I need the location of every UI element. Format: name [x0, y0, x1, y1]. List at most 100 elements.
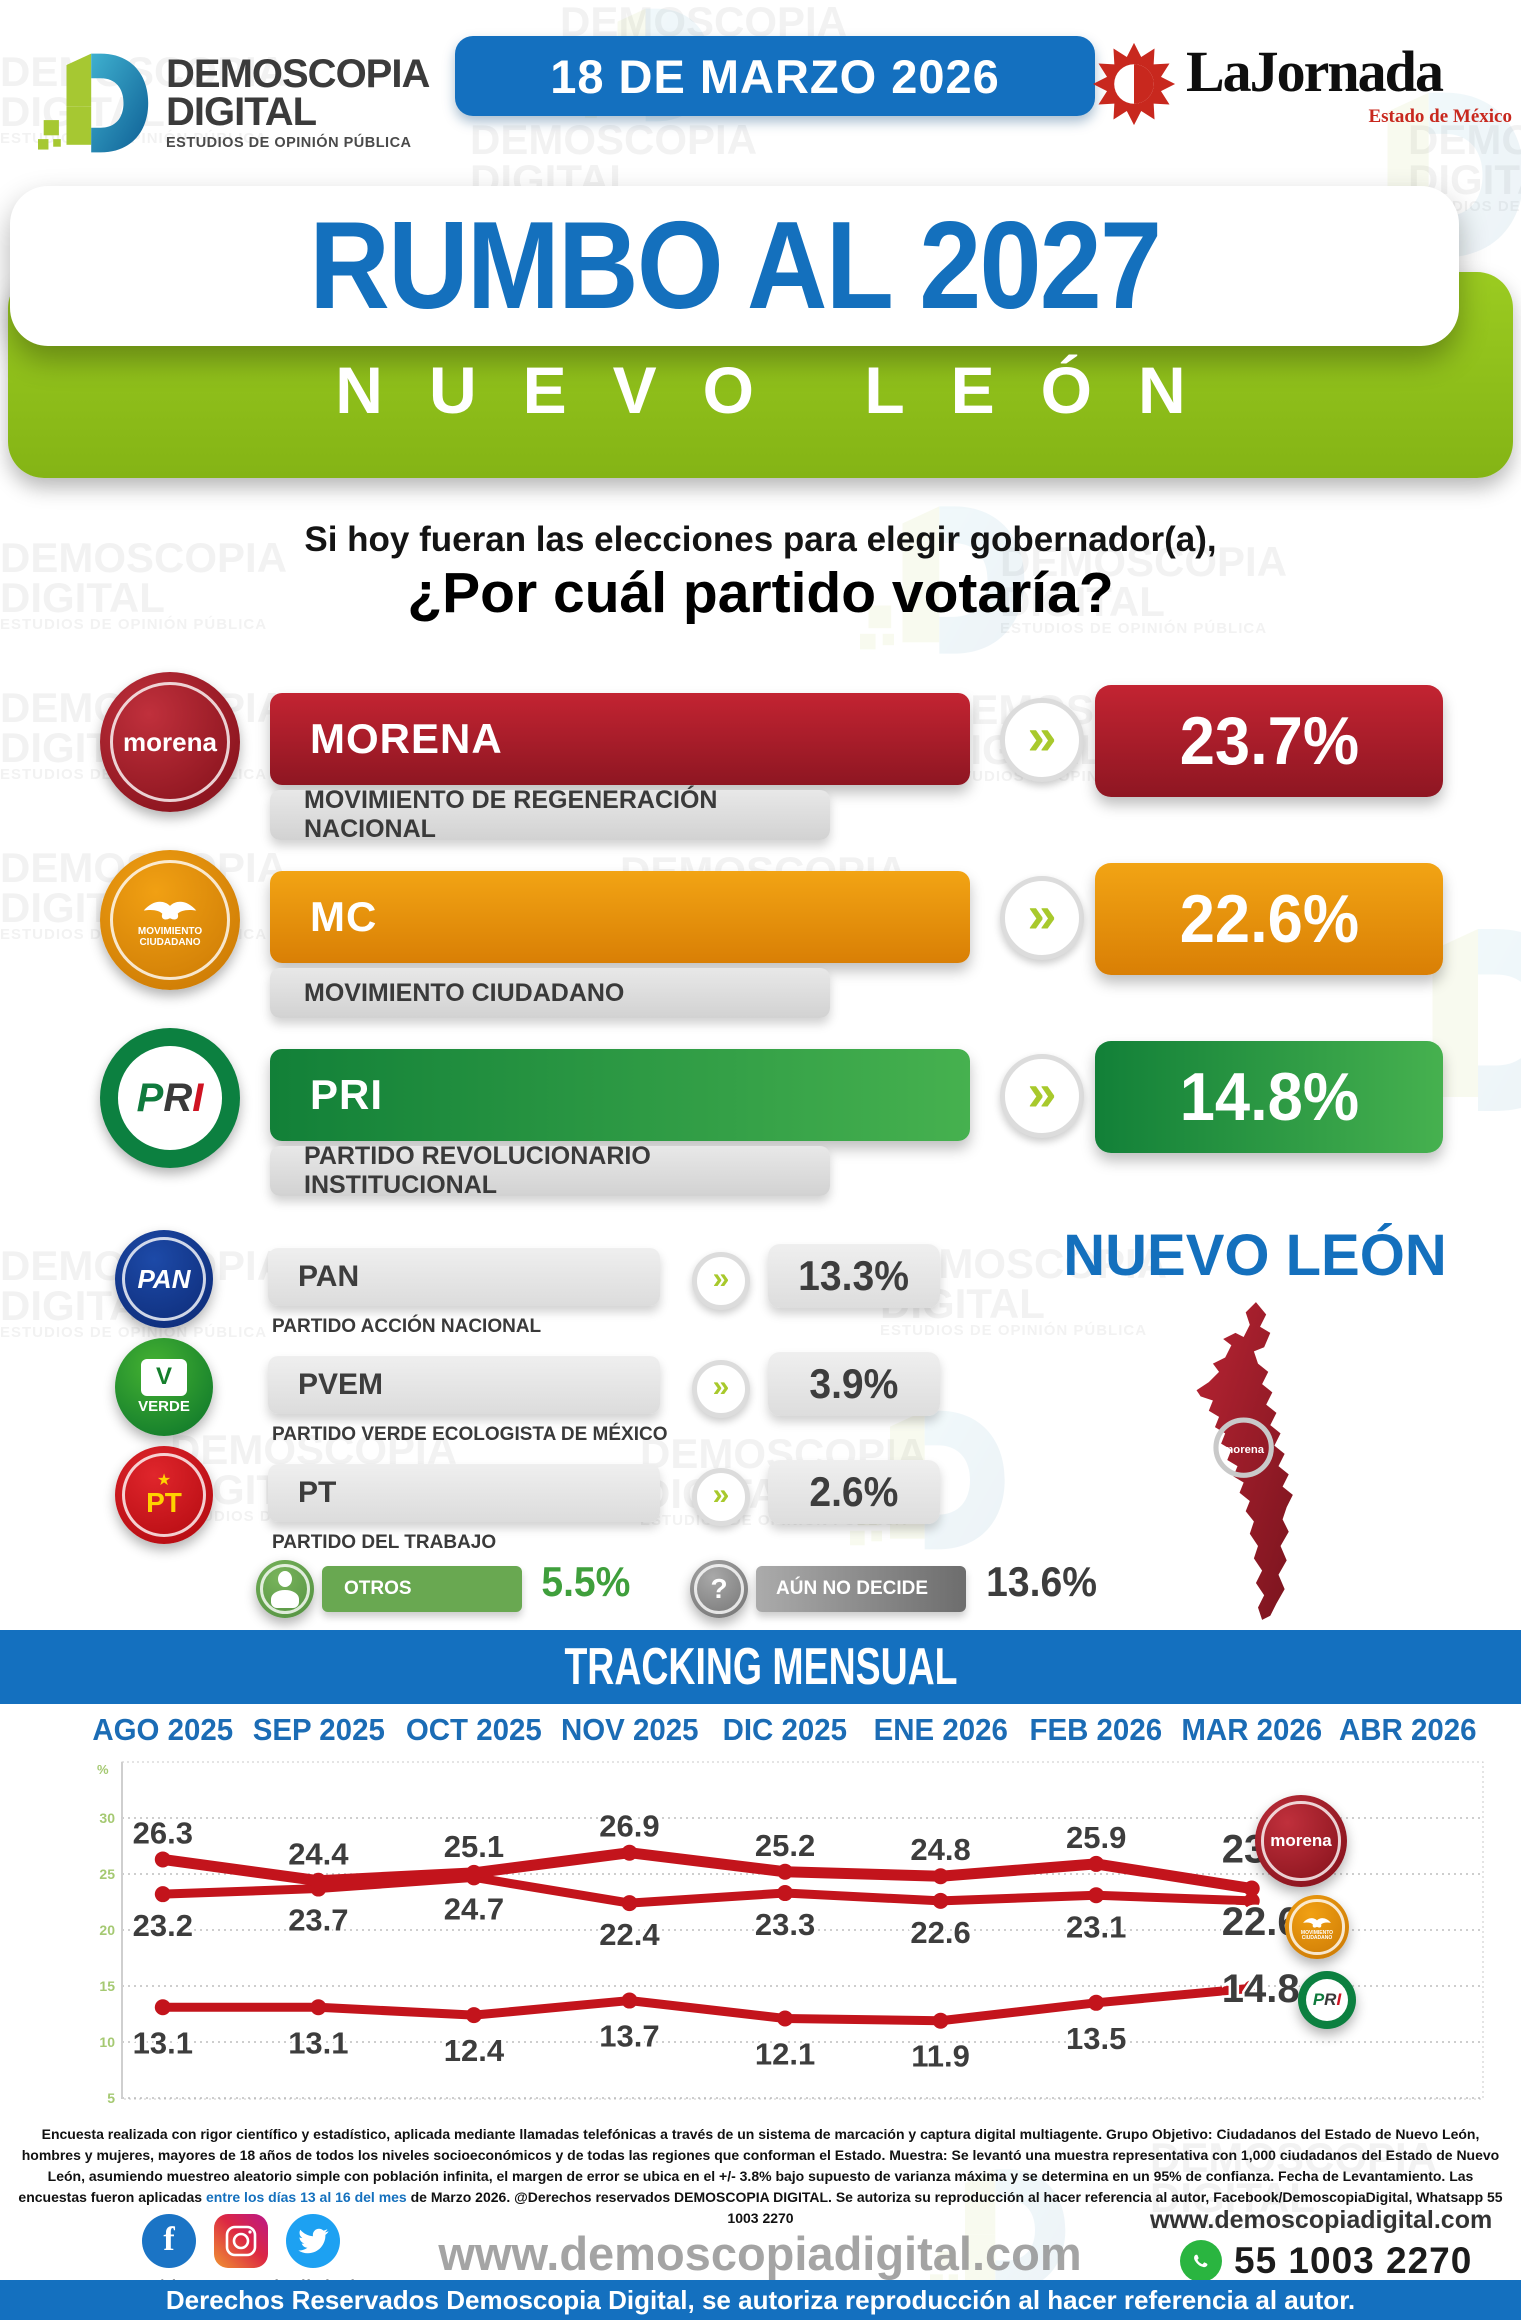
date-badge-text: 18 DE MARZO 2026 — [550, 49, 1000, 103]
pvem-logo-icon: V VERDE — [115, 1338, 213, 1436]
month-label: ENE 2026 — [873, 1712, 1008, 1747]
svg-text:13.1: 13.1 — [133, 2025, 193, 2060]
brand-name: DEMOSCOPIA — [166, 52, 430, 96]
svg-text:13.1: 13.1 — [288, 2025, 348, 2060]
mc-result-box: 22.6% — [1095, 863, 1443, 975]
twitter-icon[interactable] — [286, 2214, 340, 2268]
lajornada-sun-icon — [1092, 42, 1176, 126]
month-label: ABR 2026 — [1338, 1712, 1477, 1747]
svg-text:22.4: 22.4 — [599, 1917, 660, 1952]
website-link[interactable]: www.demoscopiadigital.com — [1150, 2206, 1493, 2234]
svg-text:26.3: 26.3 — [133, 1815, 193, 1850]
mc-bar-label: MC — [310, 893, 378, 940]
month-label: DIC 2025 — [722, 1712, 848, 1747]
undecided-bar: AÚN NO DECIDE — [756, 1566, 966, 1612]
brand-logo-block: DEMOSCOPIA DIGITAL ESTUDIOS DE OPINIÓN P… — [38, 46, 430, 160]
party-row-pri: PRI PRI PARTIDO REVOLUCIONARIO INSTITUCI… — [0, 1016, 1521, 1206]
date-badge: 18 DE MARZO 2026 — [455, 36, 1095, 116]
morena-fullname-bar: MOVIMIENTO DE REGENERACIÓN NACIONAL — [270, 786, 830, 843]
svg-text:24.8: 24.8 — [910, 1832, 970, 1867]
methodology-fine-print: Encuesta realizada con rigor científico … — [12, 2124, 1509, 2229]
pt-fullname: PARTIDO DEL TRABAJO — [272, 1532, 497, 1553]
svg-text:5: 5 — [107, 2090, 115, 2106]
facebook-icon[interactable]: f — [142, 2214, 196, 2268]
month-label: OCT 2025 — [405, 1712, 542, 1747]
morena-bar: MORENA — [270, 693, 970, 785]
mc-fullname-bar: MOVIMIENTO CIUDADANO — [270, 968, 830, 1018]
mc-logo-icon: MOVIMIENTO CIUDADANO — [100, 850, 240, 990]
chevron-icon: » — [692, 1360, 750, 1418]
instagram-icon[interactable] — [214, 2214, 268, 2268]
pvem-bar: PVEM — [268, 1356, 660, 1414]
svg-text:22.6: 22.6 — [910, 1915, 970, 1950]
svg-text:23.7: 23.7 — [288, 1903, 348, 1938]
question-line1: Si hoy fueran las elecciones para elegir… — [304, 520, 1217, 559]
fine-print-segment: de Marzo 2026. @Derechos reservados DEMO… — [406, 2189, 1503, 2226]
fine-print-segment: entre los días 13 al 16 del mes — [205, 2189, 407, 2205]
rights-bar: Derechos Reservados Demoscopia Digital, … — [0, 2280, 1521, 2320]
svg-text:25.9: 25.9 — [1066, 1820, 1126, 1855]
svg-text:24.4: 24.4 — [288, 1837, 349, 1872]
party-row-pvem: V VERDE PVEM PARTIDO VERDE ECOLOGISTA DE… — [0, 1336, 1521, 1446]
svg-text:14.8: 14.8 — [1222, 1967, 1300, 2011]
brand-tagline: ESTUDIOS DE OPINIÓN PÚBLICA — [166, 135, 412, 151]
whatsapp-icon[interactable] — [1180, 2240, 1222, 2282]
pan-fullname: PARTIDO ACCIÓN NACIONAL — [272, 1316, 542, 1337]
chevron-icon: » — [692, 1468, 750, 1526]
party-row-pan: PAN PAN PARTIDO ACCIÓN NACIONAL » 13.3% — [0, 1228, 1521, 1338]
lajornada-region: Estado de México — [1368, 106, 1512, 127]
pri-fullname-bar: PARTIDO REVOLUCIONARIO INSTITUCIONAL — [270, 1142, 830, 1199]
pvem-fullname: PARTIDO VERDE ECOLOGISTA DE MÉXICO — [272, 1424, 668, 1445]
party-row-morena: morena MORENA MOVIMIENTO DE REGENERACIÓN… — [0, 660, 1521, 850]
svg-text:30: 30 — [99, 1810, 115, 1826]
month-label: MAR 2026 — [1181, 1712, 1323, 1747]
chevron-icon: » — [1000, 876, 1084, 960]
pri-result-box: 14.8% — [1095, 1041, 1443, 1153]
pan-bar: PAN — [268, 1248, 660, 1306]
state-title: NUEVO LEÓN — [335, 353, 1232, 427]
svg-text:25.2: 25.2 — [755, 1828, 815, 1863]
month-label: FEB 2026 — [1029, 1712, 1163, 1747]
pri-series-badge: PRI — [1298, 1971, 1356, 2029]
morena-series-badge: morena — [1255, 1795, 1347, 1887]
tracking-header-band: TRACKING MENSUAL — [0, 1630, 1521, 1704]
brand-text: DEMOSCOPIA DIGITAL ESTUDIOS DE OPINIÓN P… — [166, 52, 430, 151]
whatsapp-contact[interactable]: 55 1003 2270 — [1180, 2240, 1472, 2282]
map-title: NUEVO LEÓN — [1063, 1223, 1447, 1288]
lajornada-name: LaJornada — [1186, 39, 1444, 104]
svg-text:24.7: 24.7 — [444, 1891, 504, 1926]
svg-text:23.3: 23.3 — [755, 1907, 815, 1942]
website-watermark: www.demoscopiadigital.com — [438, 2227, 1082, 2280]
chevron-icon: » — [1000, 1054, 1084, 1138]
chevron-icon: » — [1000, 698, 1084, 782]
month-label: NOV 2025 — [560, 1712, 699, 1747]
svg-text:%: % — [97, 1762, 109, 1777]
whatsapp-number[interactable]: 55 1003 2270 — [1234, 2240, 1473, 2281]
pri-result-value: 14.8% — [1179, 1059, 1359, 1135]
svg-text:20: 20 — [99, 1922, 115, 1938]
pan-logo-icon: PAN — [115, 1230, 213, 1328]
pan-result-box: 13.3% — [768, 1244, 940, 1308]
mc-series-badge: MOVIMIENTO CIUDADANO — [1285, 1895, 1349, 1959]
main-title-card: RUMBO AL 2027 — [10, 186, 1459, 346]
undecided-value: 13.6% — [986, 1558, 1097, 1605]
question-mark-icon: ? — [690, 1560, 748, 1618]
party-row-pt: ★ PT PT PARTIDO DEL TRABAJO » 2.6% — [0, 1444, 1521, 1554]
pri-logo-icon: PRI — [100, 1028, 240, 1168]
month-label: AGO 2025 — [92, 1712, 234, 1747]
nuevo-leon-map: morena — [1120, 1296, 1355, 1626]
fine-print-segment: Encuesta realizada con rigor científico … — [18, 2126, 1500, 2205]
svg-text:25: 25 — [99, 1866, 115, 1882]
svg-text:11.9: 11.9 — [911, 2039, 970, 2074]
tracking-title: TRACKING MENSUAL — [563, 1638, 958, 1696]
others-undecided-row: OTROS 5.5% ? AÚN NO DECIDE 13.6% — [0, 1556, 1521, 1626]
main-title: RUMBO AL 2027 — [308, 197, 1162, 335]
chart-month-labels: AGO 2025 SEP 2025 OCT 2025 NOV 2025 DIC … — [85, 1712, 1485, 1748]
morena-result-box: 23.7% — [1095, 685, 1443, 797]
morena-result-value: 23.7% — [1179, 703, 1359, 779]
rights-text: Derechos Reservados Demoscopia Digital, … — [165, 2284, 1356, 2315]
pt-logo-icon: ★ PT — [115, 1446, 213, 1544]
svg-text:15: 15 — [99, 1978, 115, 1994]
svg-text:25.1: 25.1 — [444, 1829, 504, 1864]
svg-text:13.5: 13.5 — [1066, 2021, 1126, 2056]
